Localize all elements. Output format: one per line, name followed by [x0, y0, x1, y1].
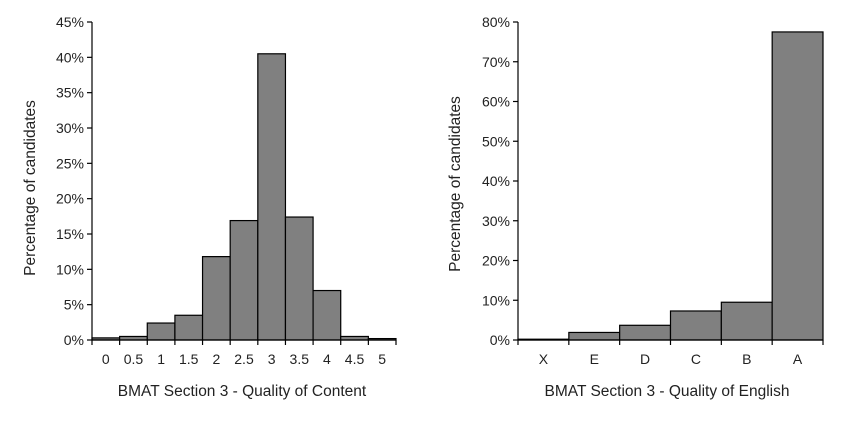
chart-quality-of-content: Percentage of candidates BMAT Section 3 …	[22, 14, 397, 400]
chart1-bar	[284, 216, 314, 341]
chart2-y-tick-label: 0%	[490, 332, 510, 348]
chart2-x-tick-label: D	[640, 351, 650, 367]
chart2-y-tick-label: 10%	[482, 292, 510, 308]
chart1-y-tick-label: 40%	[56, 49, 84, 65]
chart1-bar	[174, 314, 204, 341]
chart1-x-tick-label: 1	[157, 351, 165, 367]
chart1-x-tick-label: 2	[212, 351, 220, 367]
chart1-y-tick-label: 20%	[56, 191, 84, 207]
chart2-x-tick-label: E	[590, 351, 599, 367]
chart2-y-tick-label: 60%	[482, 94, 510, 110]
chart1-bar	[312, 289, 342, 341]
chart1-x-tick-label: 3	[268, 351, 276, 367]
chart1-y-tick-label: 10%	[56, 261, 84, 277]
chart2-bar	[771, 31, 824, 341]
chart2-y-tick-label: 80%	[482, 14, 510, 30]
chart2-bar	[720, 301, 773, 341]
chart1-y-tick-label: 5%	[64, 297, 84, 313]
chart2-x-tick-label: C	[691, 351, 701, 367]
chart1-bar	[257, 53, 287, 341]
chart2-x-axis-title: BMAT Section 3 - Quality of English	[545, 383, 790, 400]
chart2-y-axis-title: Percentage of candidates	[447, 96, 464, 272]
chart2-y-tick-label: 50%	[482, 133, 510, 149]
chart2-x-tick-label: B	[742, 351, 751, 367]
chart1-y-tick-label: 45%	[56, 14, 84, 30]
chart2-bar	[619, 324, 672, 341]
chart-quality-of-english: Percentage of candidates BMAT Section 3 …	[447, 14, 824, 400]
chart1-y-tick-label: 35%	[56, 85, 84, 101]
chart2-y-tick-label: 30%	[482, 213, 510, 229]
chart2-x-tick-label: X	[539, 351, 549, 367]
chart1-y-tick-label: 15%	[56, 226, 84, 242]
chart1-y-tick-label: 30%	[56, 120, 84, 136]
chart1-x-tick-label: 2.5	[234, 351, 254, 367]
chart1-x-axis-title: BMAT Section 3 - Quality of Content	[118, 383, 367, 400]
chart2-y-tick-label: 20%	[482, 253, 510, 269]
chart2-x-tick-label: A	[793, 351, 803, 367]
chart1-x-tick-label: 0.5	[124, 351, 144, 367]
chart1-x-tick-label: 1.5	[179, 351, 199, 367]
chart2-bar	[669, 310, 722, 341]
chart1-x-tick-label: 5	[378, 351, 386, 367]
chart2-bar	[568, 331, 621, 341]
chart1-bar	[229, 219, 259, 341]
chart1-x-tick-label: 3.5	[290, 351, 310, 367]
chart1-x-tick-label: 0	[102, 351, 110, 367]
chart1-y-tick-label: 0%	[64, 332, 84, 348]
chart1-bar	[146, 322, 176, 341]
chart2-y-tick-label: 40%	[482, 173, 510, 189]
chart1-y-tick-label: 25%	[56, 155, 84, 171]
chart1-x-tick-label: 4	[323, 351, 331, 367]
chart2-y-tick-label: 70%	[482, 54, 510, 70]
chart1-x-tick-label: 4.5	[345, 351, 365, 367]
chart1-y-axis-title: Percentage of candidates	[22, 100, 39, 276]
chart1-bar	[201, 256, 231, 341]
